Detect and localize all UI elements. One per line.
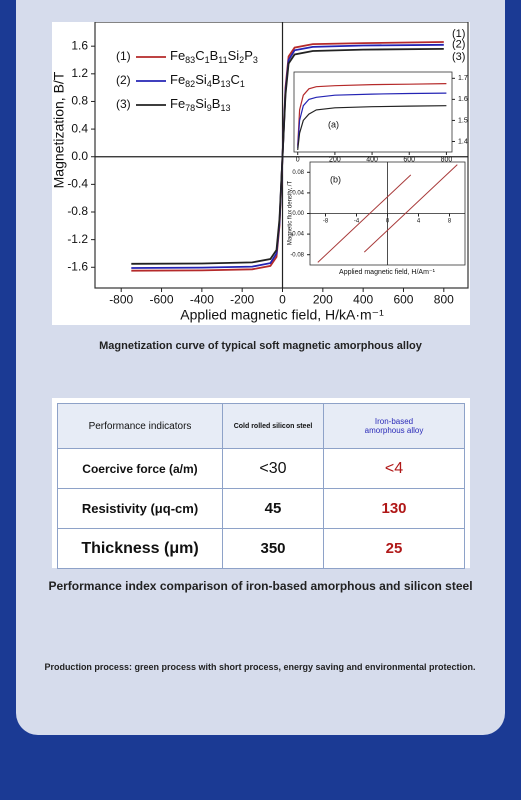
x-tick-label: -8 bbox=[323, 218, 329, 224]
series-line bbox=[317, 174, 412, 263]
series-line bbox=[297, 83, 447, 146]
x-tick-label: 200 bbox=[329, 157, 341, 164]
y-tick-label: 1.6 bbox=[71, 38, 88, 52]
cell: 25 bbox=[323, 528, 465, 569]
y-tick-label: -0.4 bbox=[67, 177, 88, 191]
cell: 130 bbox=[323, 488, 465, 529]
figure: -800 -600 -400 -200 0 200 400 600 800-1.6-1.2-0.… bbox=[52, 22, 470, 325]
x-tick-label: 800 bbox=[434, 293, 454, 307]
x-axis-label: Applied magnetic field, H/Am⁻¹ bbox=[339, 269, 436, 276]
x-tick-label: -4 bbox=[354, 218, 360, 224]
curve-label: (3) bbox=[452, 51, 465, 63]
header-cell: Performance indicators bbox=[57, 403, 223, 449]
x-tick-label: -400 bbox=[190, 293, 214, 307]
production-text: Production process: green process with s… bbox=[44, 662, 476, 672]
header-cell: Cold rolled silicon steel bbox=[222, 403, 324, 449]
series-line bbox=[363, 164, 458, 253]
table-caption: Performance index comparison of iron-bas… bbox=[48, 579, 473, 593]
legend-label: Fe83C1B11Si2P3 bbox=[170, 48, 258, 65]
y-tick-label: 1.6 bbox=[458, 96, 468, 103]
x-tick-label: 4 bbox=[417, 218, 421, 224]
legend-label: Fe82Si4B13C1 bbox=[170, 72, 245, 89]
cell: Resistivity (μq-cm) bbox=[57, 488, 223, 529]
x-tick-label: 400 bbox=[366, 157, 378, 164]
cell: 45 bbox=[222, 488, 324, 529]
y-tick-label: 1.2 bbox=[71, 66, 88, 80]
figure-caption: Magnetization curve of typical soft magn… bbox=[99, 340, 422, 352]
inset-label: (b) bbox=[330, 174, 341, 184]
series-line bbox=[297, 105, 447, 150]
y-tick-label: 1.4 bbox=[458, 138, 468, 145]
y-tick-label: -0.08 bbox=[290, 252, 304, 258]
y-tick-label: 0.4 bbox=[71, 121, 88, 135]
y-tick-label: 0.08 bbox=[292, 170, 304, 176]
legend-label: Fe78Si9B13 bbox=[170, 96, 230, 113]
header-cell: Iron-based amorphous alloy bbox=[323, 403, 465, 449]
table-card: Performance indicators Cold rolled silic… bbox=[52, 398, 470, 569]
y-tick-label: 1.5 bbox=[458, 117, 468, 124]
cell: <4 bbox=[323, 448, 465, 489]
x-tick-label: 200 bbox=[313, 293, 333, 307]
plot-frame bbox=[293, 71, 453, 153]
series-line bbox=[297, 92, 447, 148]
table: Performance indicators Cold rolled silic… bbox=[57, 403, 465, 569]
legend-index: (1) bbox=[116, 49, 131, 63]
cell: <30 bbox=[222, 448, 324, 489]
series-line bbox=[131, 48, 444, 265]
x-tick-label: 0 bbox=[296, 157, 300, 164]
x-tick-label: -600 bbox=[150, 293, 174, 307]
x-tick-label: 400 bbox=[353, 293, 373, 307]
y-axis-label: Magnetization, B/T bbox=[52, 71, 67, 188]
y-tick-label: 0.00 bbox=[292, 211, 304, 217]
x-tick-label: 0 bbox=[279, 293, 286, 307]
x-tick-label: -800 bbox=[109, 293, 133, 307]
cell: Coercive force (a/m) bbox=[57, 448, 223, 489]
y-tick-label: 0.04 bbox=[292, 190, 304, 196]
y-tick-label: 0.8 bbox=[71, 94, 88, 108]
x-tick-label: -200 bbox=[230, 293, 254, 307]
y-tick-label: 1.7 bbox=[458, 75, 468, 82]
x-tick-label: 600 bbox=[403, 157, 415, 164]
y-tick-label: -1.6 bbox=[67, 259, 88, 273]
y-axis-label: Magnetic flux density, /T bbox=[288, 181, 294, 246]
x-tick-label: 800 bbox=[441, 157, 453, 164]
curve-label: (1) bbox=[452, 28, 465, 40]
y-tick-label: -1.2 bbox=[67, 232, 88, 246]
legend-index: (3) bbox=[116, 97, 131, 111]
curve-label: (2) bbox=[452, 39, 465, 51]
y-tick-label: -0.04 bbox=[290, 232, 304, 238]
cell: 350 bbox=[222, 528, 324, 569]
legend-index: (2) bbox=[116, 73, 131, 87]
x-axis-label: Applied magnetic field, H/kA·m⁻¹ bbox=[180, 307, 384, 323]
x-tick-label: 0 bbox=[386, 218, 390, 224]
y-tick-label: 0.0 bbox=[71, 149, 88, 163]
inset-label: (a) bbox=[328, 119, 339, 129]
x-tick-label: 600 bbox=[393, 293, 413, 307]
cell: Thickness (μm) bbox=[57, 528, 223, 569]
x-tick-label: 8 bbox=[448, 218, 452, 224]
y-tick-label: -0.8 bbox=[67, 204, 88, 218]
